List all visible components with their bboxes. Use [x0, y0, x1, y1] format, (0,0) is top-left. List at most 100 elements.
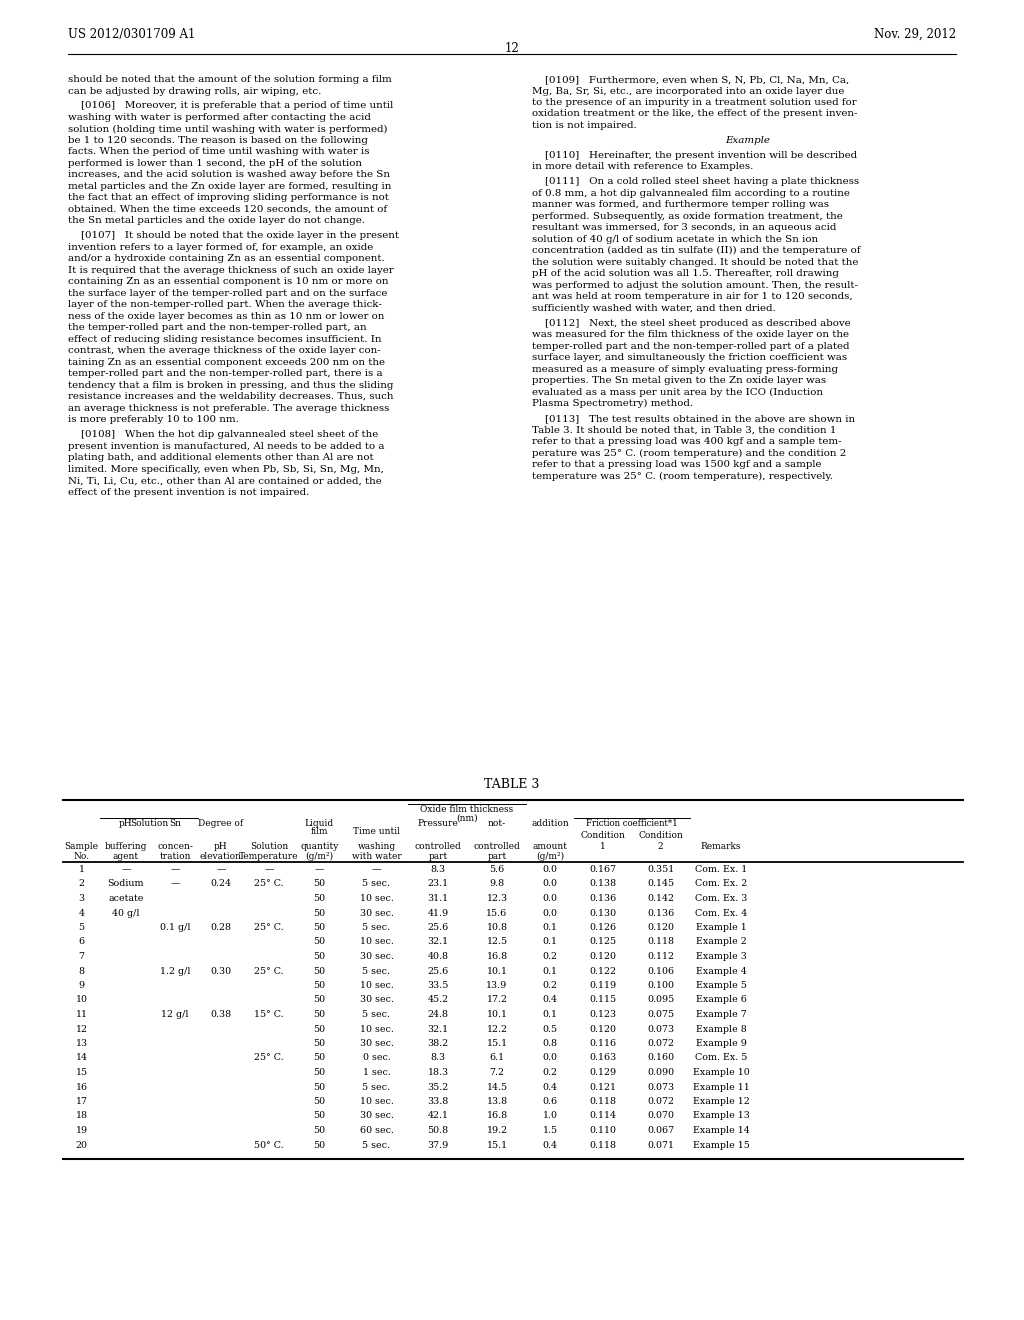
- Text: 8: 8: [79, 966, 85, 975]
- Text: 18: 18: [76, 1111, 87, 1121]
- Text: should be noted that the amount of the solution forming a film: should be noted that the amount of the s…: [68, 75, 392, 84]
- Text: in more detail with reference to Examples.: in more detail with reference to Example…: [532, 162, 754, 172]
- Text: [0111]   On a cold rolled steel sheet having a plate thickness: [0111] On a cold rolled steel sheet havi…: [532, 177, 859, 186]
- Text: controlled: controlled: [474, 842, 520, 851]
- Text: 50: 50: [313, 894, 326, 903]
- Text: 30 sec.: 30 sec.: [359, 1111, 393, 1121]
- Text: 0.116: 0.116: [589, 1039, 616, 1048]
- Text: 9: 9: [79, 981, 85, 990]
- Text: 12: 12: [505, 42, 519, 55]
- Text: 7.2: 7.2: [489, 1068, 505, 1077]
- Text: manner was formed, and furthermore temper rolling was: manner was formed, and furthermore tempe…: [532, 201, 829, 210]
- Text: 0.4: 0.4: [543, 995, 557, 1005]
- Text: 2: 2: [657, 842, 664, 851]
- Text: 50: 50: [313, 995, 326, 1005]
- Text: 30 sec.: 30 sec.: [359, 995, 393, 1005]
- Text: 0.072: 0.072: [647, 1039, 674, 1048]
- Text: Example 4: Example 4: [695, 966, 746, 975]
- Text: performed is lower than 1 second, the pH of the solution: performed is lower than 1 second, the pH…: [68, 158, 362, 168]
- Text: 0.142: 0.142: [647, 894, 674, 903]
- Text: 5.6: 5.6: [489, 865, 505, 874]
- Text: 0.1: 0.1: [543, 923, 557, 932]
- Text: addition: addition: [531, 818, 569, 828]
- Text: pH: pH: [119, 818, 133, 828]
- Text: 0.4: 0.4: [543, 1140, 557, 1150]
- Text: 20: 20: [76, 1140, 87, 1150]
- Text: —: —: [372, 865, 381, 874]
- Text: 0.121: 0.121: [589, 1082, 616, 1092]
- Text: 0.138: 0.138: [589, 879, 616, 888]
- Text: 25° C.: 25° C.: [254, 923, 284, 932]
- Text: washing with water is performed after contacting the acid: washing with water is performed after co…: [68, 114, 371, 121]
- Text: 0.30: 0.30: [211, 966, 231, 975]
- Text: 0.24: 0.24: [211, 879, 231, 888]
- Text: 0.114: 0.114: [589, 1111, 616, 1121]
- Text: 50: 50: [313, 937, 326, 946]
- Text: of 0.8 mm, a hot dip galvannealed film according to a routine: of 0.8 mm, a hot dip galvannealed film a…: [532, 189, 850, 198]
- Text: 0.119: 0.119: [589, 981, 616, 990]
- Text: Com. Ex. 2: Com. Ex. 2: [695, 879, 748, 888]
- Text: solution of 40 g/l of sodium acetate in which the Sn ion: solution of 40 g/l of sodium acetate in …: [532, 235, 818, 244]
- Text: Example 9: Example 9: [695, 1039, 746, 1048]
- Text: is more preferably 10 to 100 nm.: is more preferably 10 to 100 nm.: [68, 416, 239, 425]
- Text: 15.6: 15.6: [486, 908, 508, 917]
- Text: 0.125: 0.125: [589, 937, 616, 946]
- Text: 50: 50: [313, 908, 326, 917]
- Text: 38.2: 38.2: [427, 1039, 449, 1048]
- Text: 5 sec.: 5 sec.: [362, 879, 390, 888]
- Text: [0108]   When the hot dip galvannealed steel sheet of the: [0108] When the hot dip galvannealed ste…: [68, 430, 378, 440]
- Text: agent: agent: [113, 851, 139, 861]
- Text: 12.5: 12.5: [486, 937, 508, 946]
- Text: 14.5: 14.5: [486, 1082, 508, 1092]
- Text: 0.073: 0.073: [647, 1082, 674, 1092]
- Text: Table 3. It should be noted that, in Table 3, the condition 1: Table 3. It should be noted that, in Tab…: [532, 426, 837, 434]
- Text: 41.9: 41.9: [427, 908, 449, 917]
- Text: 35.2: 35.2: [427, 1082, 449, 1092]
- Text: resultant was immersed, for 3 seconds, in an aqueous acid: resultant was immersed, for 3 seconds, i…: [532, 223, 837, 232]
- Text: 50° C.: 50° C.: [254, 1140, 284, 1150]
- Text: tion is not impaired.: tion is not impaired.: [532, 121, 637, 129]
- Text: 50: 50: [313, 1111, 326, 1121]
- Text: increases, and the acid solution is washed away before the Sn: increases, and the acid solution is wash…: [68, 170, 390, 180]
- Text: 17.2: 17.2: [486, 995, 508, 1005]
- Text: [0107]   It should be noted that the oxide layer in the present: [0107] It should be noted that the oxide…: [68, 231, 399, 240]
- Text: 0 sec.: 0 sec.: [362, 1053, 390, 1063]
- Text: tration: tration: [160, 851, 190, 861]
- Text: 2: 2: [79, 879, 85, 888]
- Text: resistance increases and the weldability decreases. Thus, such: resistance increases and the weldability…: [68, 392, 393, 401]
- Text: Condition: Condition: [580, 832, 625, 840]
- Text: US 2012/0301709 A1: US 2012/0301709 A1: [68, 28, 196, 41]
- Text: effect of reducing sliding resistance becomes insufficient. In: effect of reducing sliding resistance be…: [68, 335, 382, 345]
- Text: 0.351: 0.351: [647, 865, 674, 874]
- Text: 9.8: 9.8: [489, 879, 505, 888]
- Text: 50: 50: [313, 952, 326, 961]
- Text: [0106]   Moreover, it is preferable that a period of time until: [0106] Moreover, it is preferable that a…: [68, 102, 393, 111]
- Text: contrast, when the average thickness of the oxide layer con-: contrast, when the average thickness of …: [68, 346, 381, 355]
- Text: 10 sec.: 10 sec.: [359, 894, 393, 903]
- Text: limited. More specifically, even when Pb, Sb, Si, Sn, Mg, Mn,: limited. More specifically, even when Pb…: [68, 465, 384, 474]
- Text: 0.136: 0.136: [647, 908, 674, 917]
- Text: 25.6: 25.6: [427, 966, 449, 975]
- Text: 0.095: 0.095: [647, 995, 674, 1005]
- Text: 1.0: 1.0: [543, 1111, 557, 1121]
- Text: the solution were suitably changed. It should be noted that the: the solution were suitably changed. It s…: [532, 257, 858, 267]
- Text: Example: Example: [725, 136, 770, 145]
- Text: 0.073: 0.073: [647, 1024, 674, 1034]
- Text: 31.1: 31.1: [427, 894, 449, 903]
- Text: Solution: Solution: [130, 818, 168, 828]
- Text: metal particles and the Zn oxide layer are formed, resulting in: metal particles and the Zn oxide layer a…: [68, 182, 391, 191]
- Text: pH: pH: [214, 842, 227, 851]
- Text: effect of the present invention is not impaired.: effect of the present invention is not i…: [68, 488, 309, 496]
- Text: Sample: Sample: [65, 842, 98, 851]
- Text: 1.5: 1.5: [543, 1126, 557, 1135]
- Text: [0109]   Furthermore, even when S, N, Pb, Cl, Na, Mn, Ca,: [0109] Furthermore, even when S, N, Pb, …: [532, 75, 849, 84]
- Text: 30 sec.: 30 sec.: [359, 1039, 393, 1048]
- Text: 18.3: 18.3: [427, 1068, 449, 1077]
- Text: 0.067: 0.067: [647, 1126, 674, 1135]
- Text: taining Zn as an essential component exceeds 200 nm on the: taining Zn as an essential component exc…: [68, 358, 385, 367]
- Text: film: film: [310, 828, 329, 836]
- Text: 19.2: 19.2: [486, 1126, 508, 1135]
- Text: 5 sec.: 5 sec.: [362, 966, 390, 975]
- Text: Plasma Spectrometry) method.: Plasma Spectrometry) method.: [532, 399, 693, 408]
- Text: Condition: Condition: [638, 832, 683, 840]
